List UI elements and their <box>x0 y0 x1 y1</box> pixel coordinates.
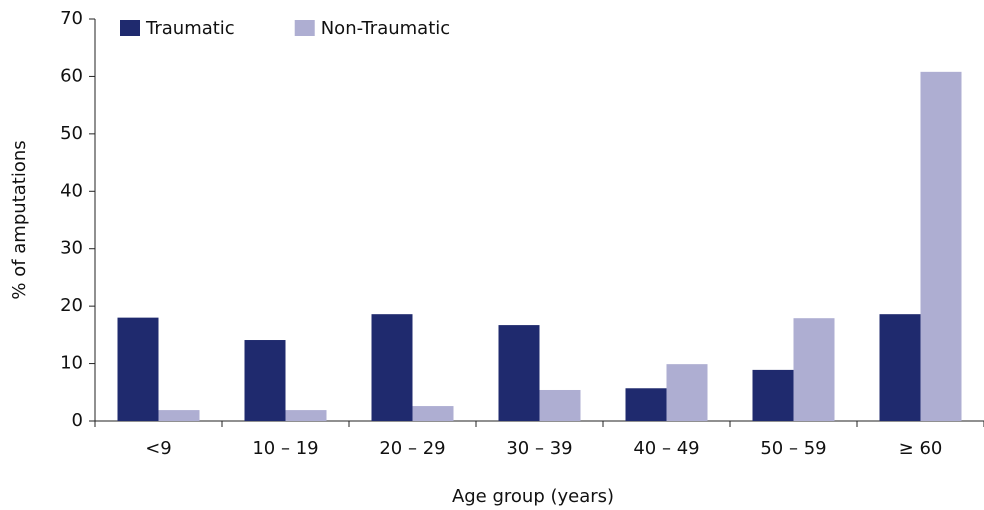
y-tick-label: 10 <box>60 353 83 374</box>
bar <box>625 388 667 421</box>
bar <box>244 340 286 421</box>
bar <box>920 71 962 421</box>
y-tick-label: 40 <box>60 180 83 201</box>
x-tick-label: ≥ 60 <box>899 438 943 459</box>
bar <box>498 325 540 421</box>
x-axis-label: Age group (years) <box>452 486 614 507</box>
bar <box>158 410 200 421</box>
bar <box>412 406 454 421</box>
legend-swatch <box>120 20 140 36</box>
x-tick-label: 20 – 29 <box>379 438 445 459</box>
x-tick-label: 30 – 39 <box>506 438 572 459</box>
bar <box>793 318 835 421</box>
bar <box>879 314 921 421</box>
legend-label: Traumatic <box>145 18 235 39</box>
x-tick-label: 40 – 49 <box>633 438 699 459</box>
bar <box>752 369 794 421</box>
legend-swatch <box>294 20 315 36</box>
y-tick-label: 70 <box>60 8 83 29</box>
x-tick-label: 50 – 59 <box>760 438 826 459</box>
bar <box>539 389 581 421</box>
y-tick-label: 50 <box>60 123 83 144</box>
y-tick-label: 20 <box>60 295 83 316</box>
bar <box>285 410 327 421</box>
x-tick-label: <9 <box>145 438 172 459</box>
legend-label: Non-Traumatic <box>321 18 450 39</box>
bar <box>371 314 413 421</box>
x-tick-label: 10 – 19 <box>252 438 318 459</box>
y-axis-label: % of amputations <box>9 140 30 299</box>
y-tick-label: 60 <box>60 65 83 86</box>
bar <box>666 364 708 421</box>
y-tick-label: 0 <box>72 410 83 431</box>
bar <box>117 317 159 421</box>
y-tick-label: 30 <box>60 238 83 259</box>
